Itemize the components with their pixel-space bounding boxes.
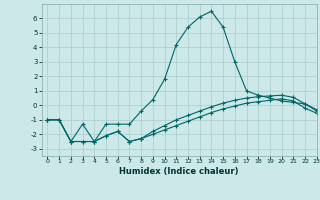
X-axis label: Humidex (Indice chaleur): Humidex (Indice chaleur): [119, 167, 239, 176]
